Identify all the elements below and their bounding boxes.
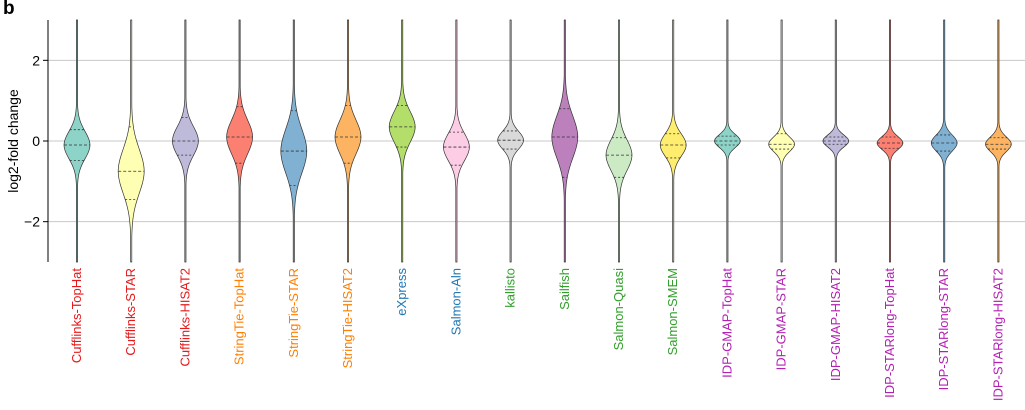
y-tick-label: 2 xyxy=(32,52,40,68)
violin-11 xyxy=(605,19,633,263)
x-tick-label: StringTie-TopHat xyxy=(232,268,247,365)
x-tick-label: Salmon-Quasi xyxy=(611,268,626,350)
violin-8 xyxy=(443,19,470,263)
x-tick-label: kallisto xyxy=(503,268,518,308)
x-tick-label: IDP-STARlong-TopHat xyxy=(882,268,897,398)
x-tick-label: IDP-GMAP-STAR xyxy=(774,268,789,370)
x-tick-label: Salmon-SMEM xyxy=(665,268,680,355)
violin-5 xyxy=(280,19,308,263)
x-tick-label: Cufflinks-TopHat xyxy=(69,268,84,364)
x-tick-label: StringTie-STAR xyxy=(286,268,301,358)
x-tick-label: Cufflinks-STAR xyxy=(123,268,138,356)
violin-12 xyxy=(659,19,687,263)
violin-6 xyxy=(334,19,362,263)
violin-10 xyxy=(551,19,579,263)
violin-2 xyxy=(117,19,145,263)
x-tick-label: Sailfish xyxy=(557,268,572,310)
x-tick-label: IDP-STARlong-STAR xyxy=(936,268,951,390)
y-tick-label: 0 xyxy=(32,133,40,149)
x-tick-label: IDP-GMAP-TopHat xyxy=(719,268,734,378)
x-tick-label: Salmon-Aln xyxy=(448,268,463,335)
y-axis-label: log2-fold change xyxy=(5,89,21,193)
violin-4 xyxy=(226,19,253,263)
x-tick-label: Cufflinks-HISAT2 xyxy=(177,268,192,367)
x-tick-label: IDP-GMAP-HISAT2 xyxy=(828,268,843,381)
violin-9 xyxy=(497,19,524,263)
x-tick-label: StringTie-HISAT2 xyxy=(340,268,355,368)
violin-16 xyxy=(876,19,904,263)
x-tick-label: IDP-STARlong-HISAT2 xyxy=(990,268,1005,401)
y-tick-label: −2 xyxy=(24,214,40,230)
violin-1 xyxy=(63,19,91,263)
violin-18 xyxy=(985,19,1012,263)
x-tick-label: eXpress xyxy=(394,268,409,316)
violin-17 xyxy=(930,19,958,263)
panel-label: b xyxy=(3,0,15,19)
violin-14 xyxy=(768,19,795,263)
violin-7 xyxy=(388,19,416,263)
